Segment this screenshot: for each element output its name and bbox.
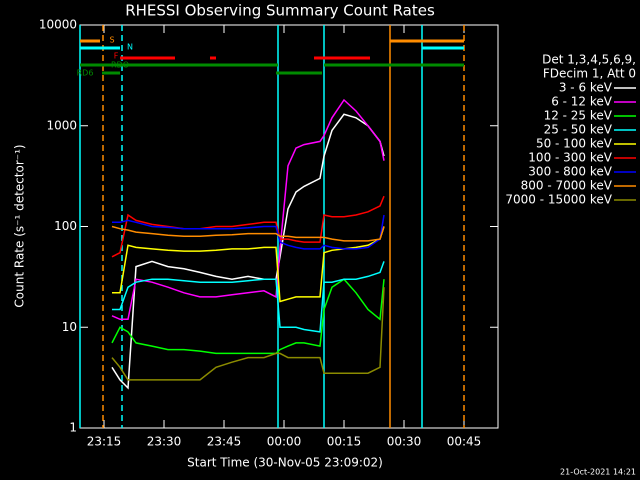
y-axis-label: Count Rate (s⁻¹ detector⁻¹) (13, 144, 27, 307)
flag-label: S (109, 36, 114, 45)
x-tick-label: 23:30 (147, 435, 182, 449)
x-tick-label: 00:45 (447, 435, 482, 449)
x-tick-label: 00:15 (327, 435, 362, 449)
x-tick-label: 23:15 (87, 435, 122, 449)
x-tick-label: 23:45 (207, 435, 242, 449)
series-line (111, 98, 385, 321)
flag-label: RD6 (77, 69, 94, 78)
y-tick-label: 10000 (39, 18, 77, 32)
legend-label: 6 - 12 keV (551, 95, 613, 109)
legend-label: 12 - 25 keV (544, 109, 613, 123)
flag-label: RDO (111, 61, 129, 70)
timestamp: 21-Oct-2021 14:21 (560, 468, 636, 477)
flag-label: N (127, 43, 133, 52)
series-line (111, 225, 385, 242)
y-tick-label: 1000 (46, 118, 77, 132)
y-tick-label: 100 (54, 219, 77, 233)
y-tick-label: 10 (62, 320, 77, 334)
legend-label: 800 - 7000 keV (521, 179, 613, 193)
legend-label: 25 - 50 keV (544, 123, 613, 137)
chart-title: RHESSI Observing Summary Count Rates (125, 2, 435, 20)
legend-label: 100 - 300 keV (528, 151, 612, 165)
legend-header: FDecim 1, Att 0 (543, 67, 636, 81)
legend-label: 7000 - 15000 keV (505, 193, 612, 207)
x-tick-label: 00:30 (387, 435, 422, 449)
y-tick-label: 1 (69, 421, 77, 435)
series-line (111, 195, 385, 258)
series-line (112, 261, 385, 333)
legend-label: 300 - 800 keV (528, 165, 612, 179)
series-line (112, 226, 385, 303)
x-axis-label: Start Time (30-Nov-05 23:09:02) (187, 456, 383, 470)
plot-frame (79, 24, 499, 429)
series-line (111, 278, 385, 355)
flag-label: F (114, 52, 119, 61)
series-line (111, 287, 385, 381)
legend-label: 3 - 6 keV (559, 81, 613, 95)
x-tick-label: 00:00 (267, 435, 302, 449)
series-line (112, 214, 385, 250)
legend-header: Det 1,3,4,5,6,9, (542, 53, 636, 67)
legend-label: 50 - 100 keV (536, 137, 613, 151)
